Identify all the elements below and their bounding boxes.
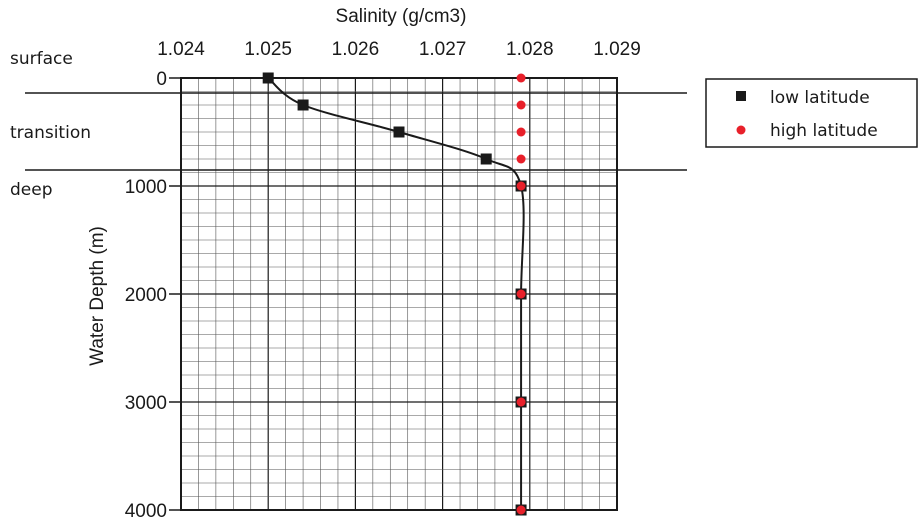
legend: low latitude high latitude bbox=[705, 78, 918, 148]
y-tick-label: 4000 bbox=[125, 501, 167, 521]
high-latitude-point bbox=[516, 73, 526, 83]
high-latitude-point bbox=[516, 289, 526, 299]
x-tick-label: 1.025 bbox=[244, 39, 292, 60]
high-latitude-point bbox=[516, 100, 526, 110]
low-latitude-point bbox=[297, 99, 309, 111]
x-tick-label: 1.024 bbox=[157, 39, 205, 60]
legend-frame bbox=[705, 78, 918, 148]
high-latitude-point bbox=[516, 505, 526, 515]
x-tick-label: 1.028 bbox=[506, 39, 554, 60]
grid bbox=[180, 77, 618, 511]
zone-label-transition: transition bbox=[10, 123, 91, 143]
high-latitude-point bbox=[516, 154, 526, 164]
axis-ticks: 1.024 1.025 1.026 1.027 1.028 1.029 0 1000 2000 3… bbox=[125, 39, 641, 521]
y-tick-label: 1000 bbox=[125, 177, 167, 198]
chart-text: Salinity (g/cm3) Water Depth (m) surface… bbox=[10, 6, 466, 366]
y-tick-label: 0 bbox=[156, 69, 167, 90]
y-tick-label: 3000 bbox=[125, 393, 167, 414]
y-axis-title: Water Depth (m) bbox=[87, 226, 108, 366]
x-axis-title: Salinity (g/cm3) bbox=[336, 6, 467, 27]
x-tick-label: 1.027 bbox=[419, 39, 467, 60]
y-tick-label: 2000 bbox=[125, 285, 167, 306]
low-latitude-point bbox=[480, 153, 492, 165]
legend-label-high-latitude: high latitude bbox=[770, 121, 878, 141]
high-latitude-point bbox=[516, 181, 526, 191]
x-tick-label: 1.026 bbox=[332, 39, 380, 60]
legend-marker-low-latitude bbox=[736, 91, 746, 101]
low-latitude-point bbox=[393, 126, 405, 138]
zone-boundaries bbox=[25, 92, 687, 171]
series-marks bbox=[262, 72, 527, 516]
high-latitude-point bbox=[516, 127, 526, 137]
high-latitude-point bbox=[516, 397, 526, 407]
legend-marker-high-latitude bbox=[736, 125, 746, 135]
legend-label-low-latitude: low latitude bbox=[770, 88, 870, 108]
low-latitude-point bbox=[262, 72, 274, 84]
zone-label-surface: surface bbox=[10, 49, 73, 69]
x-tick-label: 1.029 bbox=[593, 39, 641, 60]
zone-label-deep: deep bbox=[10, 180, 53, 200]
